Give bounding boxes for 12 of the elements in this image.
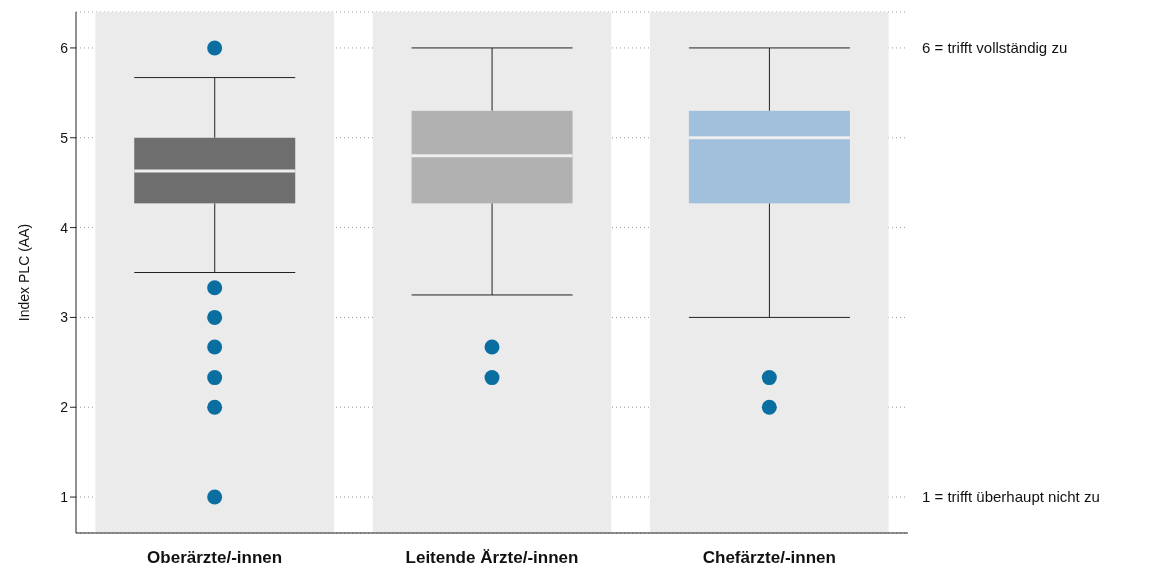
y-tick-label: 6: [60, 39, 69, 56]
y-tick-label: 5: [60, 129, 69, 146]
y2-tick-label: 6 = trifft vollständig zu: [922, 39, 1068, 57]
y-tick-label: 4: [60, 219, 69, 236]
x-tick-label: Oberärzte/-innen: [147, 548, 283, 568]
y-tick-label: 3: [60, 309, 69, 326]
y-axis-title: Index PLC (AA): [15, 223, 32, 322]
x-tick-label: Chefärzte/-innen: [702, 548, 836, 568]
y-tick-label: 2: [60, 399, 69, 416]
x-tick-label: Leitende Ärzte/-innen: [405, 548, 579, 568]
y2-tick-label: 1 = trifft überhaupt nicht zu: [922, 488, 1100, 506]
y-tick-label: 1: [60, 489, 69, 506]
